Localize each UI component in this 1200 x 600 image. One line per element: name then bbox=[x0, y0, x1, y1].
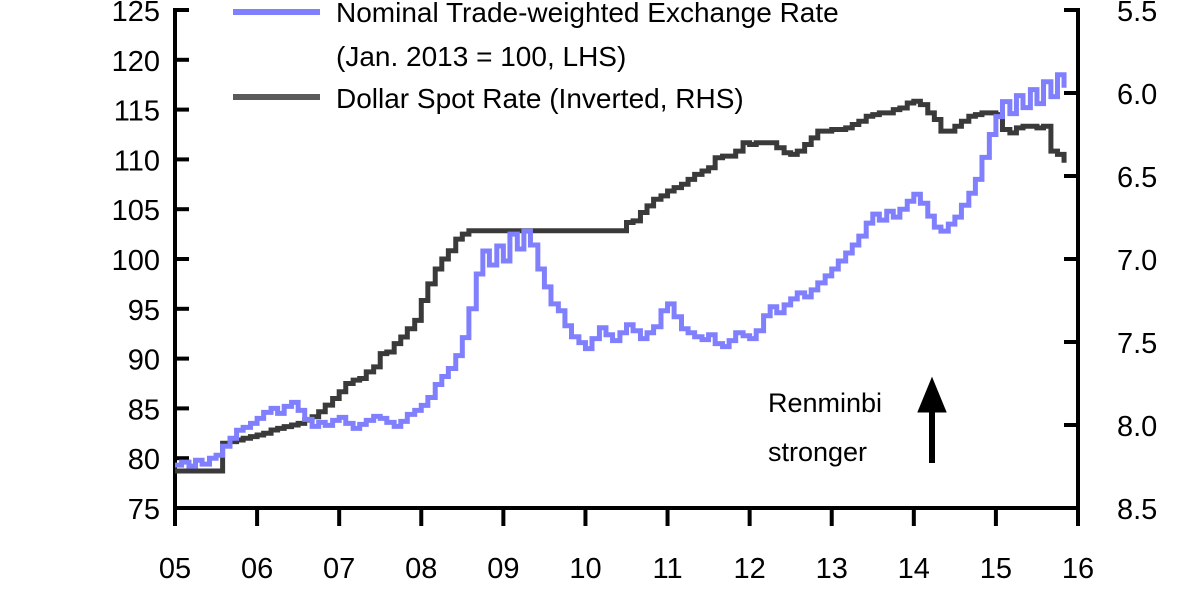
chart-legend: Nominal Trade-weighted Exchange Rate (Ja… bbox=[233, 0, 839, 114]
legend-label-dollar-line1: Dollar Spot Rate (Inverted, RHS) bbox=[336, 83, 744, 114]
right-tick-label: 8.0 bbox=[1117, 411, 1157, 443]
left-tick-label: 80 bbox=[128, 444, 160, 476]
left-tick-label: 90 bbox=[128, 345, 160, 377]
x-tick-label: 13 bbox=[816, 553, 848, 585]
right-axis-tick-labels: 5.5 6.0 6.5 7.0 7.5 8.0 8.5 bbox=[1117, 0, 1157, 526]
right-tick-label: 8.5 bbox=[1117, 494, 1157, 526]
x-tick-label: 05 bbox=[159, 553, 191, 585]
x-tick-label: 14 bbox=[898, 553, 930, 585]
annotation-line2: stronger bbox=[768, 437, 867, 467]
left-tick-label: 75 bbox=[128, 494, 160, 526]
left-tick-label: 120 bbox=[112, 46, 160, 78]
x-axis-tick-labels: 05 06 07 08 09 10 11 12 13 14 15 16 bbox=[159, 553, 1094, 585]
annotation-renminbi-stronger: Renminbi stronger bbox=[768, 376, 947, 467]
legend-label-nominal-line2: (Jan. 2013 = 100, LHS) bbox=[336, 41, 626, 72]
left-axis-tick-labels: 125 120 115 110 105 100 95 90 85 80 75 bbox=[112, 0, 160, 526]
left-tick-label: 110 bbox=[114, 145, 160, 177]
x-tick-label: 16 bbox=[1062, 553, 1094, 585]
series-line-nominal-trade-weighted bbox=[175, 72, 1067, 469]
left-tick-label: 100 bbox=[112, 245, 160, 277]
x-tick-label: 09 bbox=[487, 553, 519, 585]
right-tick-label: 5.5 bbox=[1117, 0, 1157, 28]
right-tick-label: 6.0 bbox=[1117, 79, 1157, 111]
x-tick-label: 12 bbox=[734, 553, 766, 585]
x-tick-label: 08 bbox=[405, 553, 437, 585]
x-axis-tick-marks bbox=[173, 508, 1080, 526]
right-tick-label: 6.5 bbox=[1117, 162, 1157, 194]
left-tick-label: 85 bbox=[128, 394, 160, 426]
left-tick-label: 125 bbox=[112, 0, 160, 28]
x-tick-label: 10 bbox=[569, 553, 601, 585]
left-tick-label: 95 bbox=[128, 295, 160, 327]
right-tick-label: 7.0 bbox=[1117, 245, 1157, 277]
series-line-dollar-spot-rate bbox=[175, 98, 1067, 474]
x-tick-label: 07 bbox=[323, 553, 355, 585]
left-tick-label: 115 bbox=[114, 96, 160, 128]
x-tick-label: 06 bbox=[241, 553, 273, 585]
left-axis-tick-marks bbox=[175, 8, 189, 510]
annotation-line1: Renminbi bbox=[768, 388, 882, 418]
legend-label-nominal-line1: Nominal Trade-weighted Exchange Rate bbox=[336, 0, 839, 28]
up-arrow-icon bbox=[917, 376, 947, 463]
x-tick-label: 11 bbox=[652, 553, 682, 585]
left-tick-label: 105 bbox=[112, 195, 160, 227]
right-tick-label: 7.5 bbox=[1117, 328, 1157, 360]
x-tick-label: 15 bbox=[980, 553, 1012, 585]
